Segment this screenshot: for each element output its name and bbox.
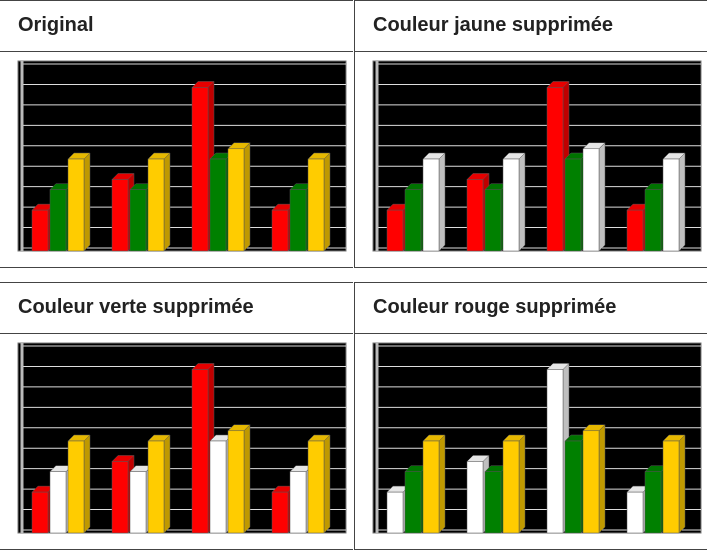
bar [307,158,325,252]
bar [662,440,680,534]
bar [626,209,644,252]
bar [582,148,600,252]
chart [17,60,347,252]
bar-side [163,434,171,534]
divider [0,51,353,52]
chart [372,342,702,534]
bar [67,440,85,534]
bar [129,471,147,534]
bar [209,158,227,252]
bar-side [83,434,91,534]
bar [209,440,227,534]
bar [111,179,129,252]
bar [227,430,245,534]
panel-title: Original [18,14,94,36]
bar [626,491,644,534]
panel-title: Couleur jaune supprimée [373,14,614,36]
divider [355,333,707,334]
bar [271,491,289,534]
bar-side [518,152,526,252]
bar [289,189,307,252]
bar [191,369,209,534]
bar [49,471,67,534]
bar [546,87,564,252]
bar [484,471,502,534]
bar [564,158,582,252]
bar [129,189,147,252]
bar [227,148,245,252]
bar [644,189,662,252]
bar-side [518,434,526,534]
bar-side [598,424,606,534]
bar [49,189,67,252]
chart [17,342,347,534]
bar [422,440,440,534]
bar-side [163,152,171,252]
bar [582,430,600,534]
bar [404,471,422,534]
bar [466,179,484,252]
bar [502,158,520,252]
divider [355,51,707,52]
bar [662,158,680,252]
bar-side [243,424,251,534]
bar-side [438,434,446,534]
bar [67,158,85,252]
bar [386,491,404,534]
bar [466,461,484,534]
panel-title: Couleur rouge supprimée [373,296,617,318]
bar-side [323,434,331,534]
bar [111,461,129,534]
panel: Couleur rouge supprimée [354,282,707,550]
bar-side [678,434,686,534]
bar [644,471,662,534]
chart [372,60,702,252]
panel: Couleur jaune supprimée [354,0,707,268]
bar [386,209,404,252]
bar-side [598,142,606,252]
panel: Original [0,0,353,268]
bar [31,209,49,252]
bar [484,189,502,252]
bar [422,158,440,252]
bar [31,491,49,534]
bar [147,158,165,252]
panel: Couleur verte supprimée [0,282,353,550]
panel-title: Couleur verte supprimée [18,296,254,318]
bar [502,440,520,534]
divider [0,333,353,334]
bar [564,440,582,534]
bar [307,440,325,534]
bar [191,87,209,252]
bar [404,189,422,252]
bar [271,209,289,252]
bar-side [83,152,91,252]
bar [289,471,307,534]
bar-side [243,142,251,252]
bar-side [678,152,686,252]
bar [546,369,564,534]
bar [147,440,165,534]
bar-side [438,152,446,252]
bar-side [323,152,331,252]
